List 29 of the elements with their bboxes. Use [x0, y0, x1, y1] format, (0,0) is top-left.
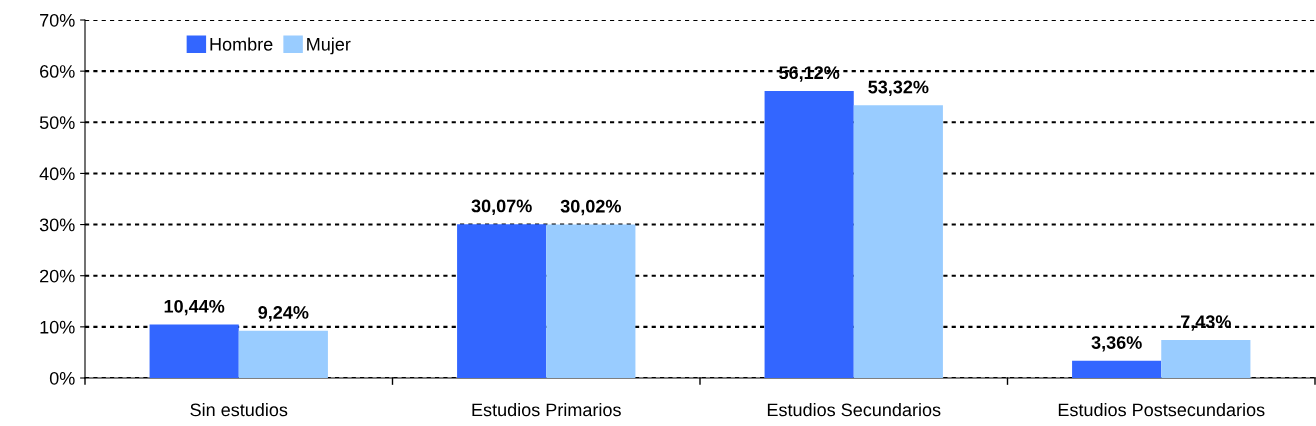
data-label: 9,24%: [258, 306, 309, 322]
y-tick-label: 50%: [39, 116, 75, 130]
y-tick-label: 0%: [49, 371, 75, 385]
x-tick-label: Estudios Secundarios: [767, 403, 941, 417]
data-label: 56,12%: [779, 66, 840, 82]
bar: [1072, 360, 1162, 378]
bar: [764, 90, 854, 378]
bar: [457, 224, 547, 378]
y-tick-label: 60%: [40, 65, 75, 78]
data-label: 3,36%: [1091, 336, 1142, 352]
bar: [546, 224, 636, 378]
bar: [238, 330, 328, 378]
y-tick-label: 70%: [40, 13, 75, 27]
bar: [853, 105, 943, 378]
x-tick-label: Sin estudios: [190, 403, 288, 417]
data-label: 53,32%: [868, 80, 929, 97]
legend-label: Hombre: [210, 37, 273, 51]
data-label: 30,07%: [471, 199, 532, 215]
bar: [149, 324, 239, 378]
x-tick-label: Estudios Postsecundarios: [1058, 403, 1265, 417]
y-tick-label: 40%: [39, 167, 75, 181]
data-label: 30,02%: [560, 199, 621, 216]
y-tick-label: 10%: [40, 320, 75, 334]
y-tick-label: 20%: [40, 269, 75, 283]
data-label: 10,44%: [164, 299, 225, 316]
legend-label: Mujer: [307, 37, 351, 55]
bar: [1161, 340, 1251, 378]
x-tick-label: Estudios Primarios: [472, 403, 621, 417]
y-tick-label: 30%: [39, 218, 75, 232]
